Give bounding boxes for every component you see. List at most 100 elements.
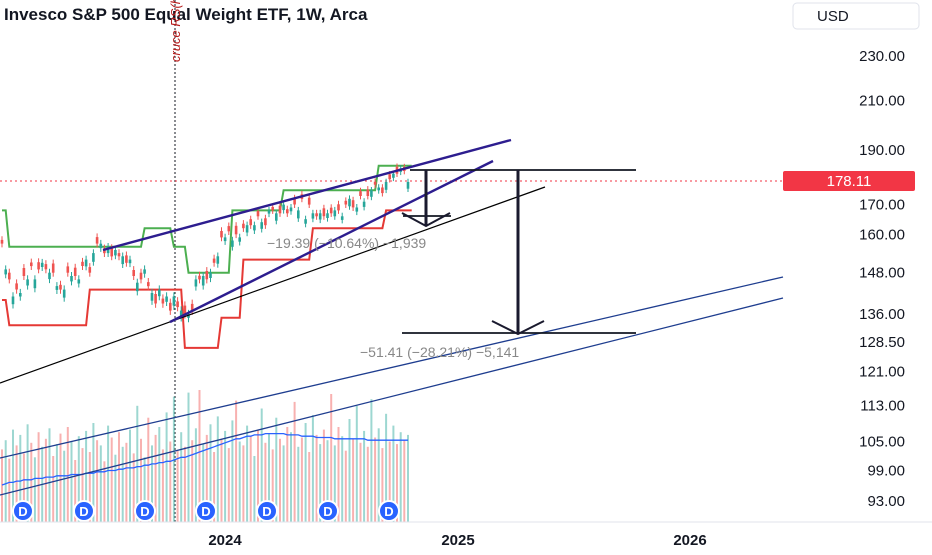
volume-bar: [311, 415, 314, 522]
candle: [37, 258, 40, 274]
price-tick-label: 93.00: [867, 493, 905, 510]
volume-bar: [348, 419, 351, 522]
candle: [81, 257, 84, 270]
measure-long-arrow[interactable]: [491, 170, 545, 336]
volume-bar: [92, 423, 95, 522]
volume-bar: [136, 405, 139, 522]
candle: [366, 186, 370, 200]
volume-bar: [271, 449, 274, 522]
dividend-badge[interactable]: D: [134, 500, 156, 522]
candle: [33, 275, 37, 293]
volume-bar: [253, 456, 256, 522]
volume-bar: [286, 427, 289, 522]
candle: [139, 268, 143, 284]
volume-bar: [246, 425, 249, 522]
price-tick-label: 113.00: [860, 397, 905, 414]
candle: [220, 227, 223, 242]
volume-bar: [344, 450, 347, 522]
candle: [198, 271, 201, 284]
volume-bar: [257, 429, 259, 522]
candle: [169, 298, 172, 315]
price-axis[interactable]: 230.00 210.00 190.00 170.00 160.00 148.00 136.…: [859, 48, 905, 510]
price-tick-label: 160.00: [859, 226, 905, 243]
candle: [106, 243, 110, 257]
volume-bar: [377, 428, 380, 522]
dividend-badge[interactable]: D: [195, 500, 217, 522]
long-channel-lower[interactable]: [0, 297, 784, 496]
volume-bar: [231, 420, 234, 522]
support-trendline[interactable]: [0, 186, 546, 384]
dividend-letter: D: [384, 504, 393, 519]
candle: [238, 233, 241, 246]
dividend-badge[interactable]: D: [317, 500, 339, 522]
volume-bar: [315, 434, 318, 522]
volume-bar: [355, 405, 358, 522]
dividend-letter: D: [262, 504, 271, 519]
candle: [318, 209, 322, 224]
candle: [55, 282, 59, 294]
volume-bar: [121, 446, 124, 522]
volume-bar: [290, 432, 292, 522]
volume-bar: [235, 400, 238, 522]
volume-bar: [194, 428, 197, 522]
candle: [329, 204, 333, 217]
candle: [172, 292, 176, 310]
wedge-lower-trendline[interactable]: [169, 159, 494, 324]
candle: [48, 268, 51, 284]
candle: [311, 209, 315, 223]
candle: [128, 255, 132, 268]
candle: [99, 239, 103, 252]
candle: [0, 236, 4, 248]
dividend-letter: D: [18, 504, 27, 519]
volume-bar: [143, 457, 146, 522]
measure-short-arrow[interactable]: [401, 170, 451, 228]
volume-bar: [279, 438, 281, 522]
candle: [212, 254, 216, 267]
candle: [326, 209, 329, 222]
candle: [344, 197, 348, 208]
long-channel-upper[interactable]: [0, 276, 784, 459]
candle: [194, 275, 198, 291]
time-tick-label: 2025: [441, 532, 474, 549]
volume-bar: [118, 432, 120, 522]
volume-bar: [216, 416, 219, 522]
currency-button[interactable]: USD: [792, 2, 920, 30]
volume-bar: [110, 437, 113, 522]
volume-bar: [158, 427, 161, 522]
time-axis[interactable]: 2024 2025 2026: [208, 532, 706, 549]
volume-bar: [359, 442, 362, 522]
volume-bar: [191, 440, 194, 522]
candle: [384, 178, 388, 194]
wedge-upper-trendline[interactable]: [102, 138, 512, 252]
candle: [260, 218, 263, 233]
volume-bar: [249, 436, 252, 522]
volume-bar: [129, 429, 131, 522]
chart-title: Invesco S&P 500 Equal Weight ETF, 1W, Ar…: [4, 5, 368, 24]
volume-bar: [213, 452, 216, 522]
candle: [370, 187, 373, 201]
candle: [227, 222, 231, 235]
currency-button-frame[interactable]: [792, 2, 920, 30]
candle: [231, 236, 234, 251]
volume-bar: [125, 442, 128, 522]
volume-bar: [388, 441, 391, 522]
volume-bar: [37, 432, 40, 522]
candle: [51, 259, 55, 277]
candle: [216, 252, 220, 268]
volume-bar: [227, 448, 230, 522]
candle: [92, 249, 95, 266]
candle: [121, 252, 124, 268]
volume-bar: [99, 445, 102, 522]
volume-bar: [381, 448, 384, 522]
candle: [256, 207, 260, 220]
dividend-badge[interactable]: D: [12, 500, 34, 522]
currency-label[interactable]: USD: [817, 8, 849, 25]
candle: [351, 196, 355, 211]
dividend-badge[interactable]: D: [73, 500, 95, 522]
candle: [307, 194, 311, 208]
dividend-badge[interactable]: D: [256, 500, 278, 522]
dividend-badge[interactable]: D: [378, 500, 400, 522]
measure-long-label: −51.41 (−28.21%) −5,141: [360, 344, 519, 360]
volume-ma-line: [1, 432, 408, 486]
